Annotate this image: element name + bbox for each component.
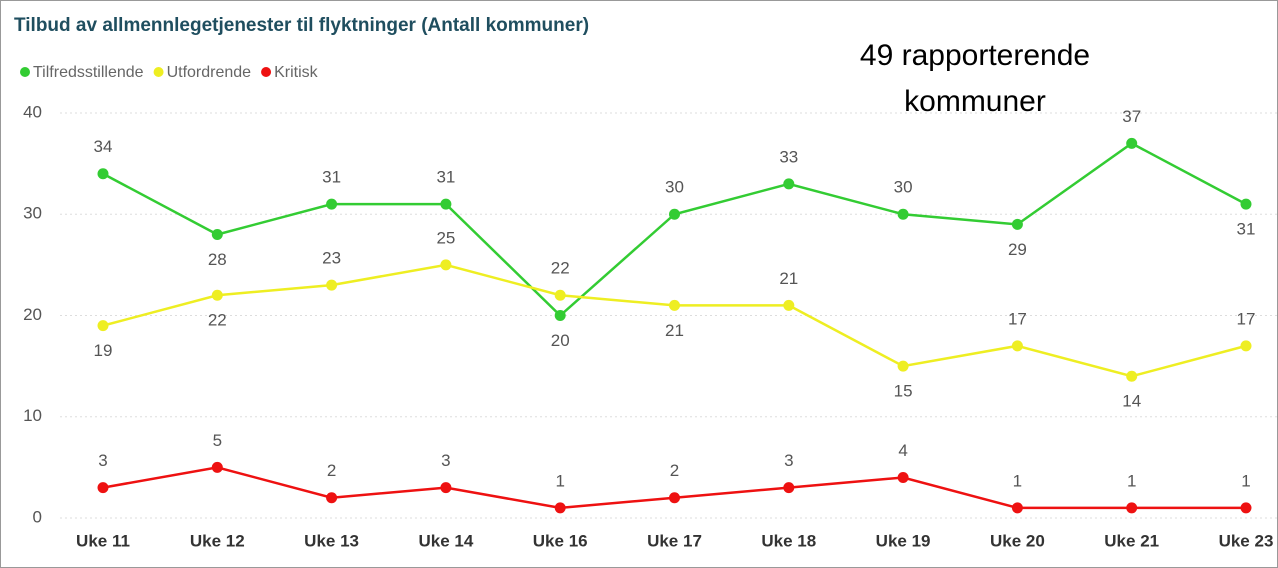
- data-label: 3: [98, 451, 107, 470]
- point: [669, 208, 680, 220]
- point: [440, 259, 452, 271]
- point: [554, 310, 566, 321]
- point: [1011, 340, 1023, 352]
- point: [1011, 218, 1023, 230]
- data-label: 37: [1122, 107, 1141, 126]
- point: [1126, 137, 1138, 149]
- point: [897, 208, 909, 220]
- data-label: 15: [894, 382, 913, 401]
- y-tick-label: 40: [23, 102, 42, 121]
- annotation: kommuner: [904, 85, 1046, 118]
- data-label: 19: [94, 341, 113, 360]
- data-label: 2: [327, 461, 336, 480]
- y-tick-label: 10: [23, 406, 42, 425]
- data-label: 25: [436, 228, 455, 247]
- point: [897, 360, 909, 372]
- point: [326, 279, 338, 291]
- x-tick-label: Uke 17: [647, 531, 702, 550]
- point: [211, 229, 223, 240]
- legend-swatch: [20, 67, 30, 77]
- data-label: 29: [1008, 240, 1027, 259]
- x-tick-label: Uke 11: [76, 531, 130, 550]
- point: [440, 198, 452, 210]
- point: [326, 492, 338, 504]
- legend-swatch: [261, 67, 272, 77]
- point: [97, 320, 109, 332]
- data-label: 3: [441, 451, 450, 470]
- data-label: 1: [555, 471, 564, 490]
- point: [1240, 198, 1252, 210]
- legend-label: Tilfredsstillende: [33, 64, 144, 81]
- data-label: 17: [1237, 309, 1256, 328]
- point: [783, 299, 795, 311]
- point: [1126, 502, 1138, 514]
- data-label: 31: [436, 168, 455, 187]
- legend-label: Utfordrende: [167, 64, 252, 81]
- x-tick-label: Uke 12: [190, 531, 245, 550]
- data-label: 2: [670, 461, 679, 480]
- x-tick-label: Uke 14: [418, 531, 473, 550]
- data-label: 4: [898, 441, 907, 460]
- point: [1240, 340, 1252, 352]
- data-label: 1: [1241, 471, 1250, 490]
- data-label: 23: [322, 249, 341, 268]
- y-tick-label: 0: [33, 507, 42, 526]
- data-label: 31: [322, 168, 341, 187]
- x-tick-label: Uke 19: [876, 531, 931, 550]
- data-label: 31: [1237, 220, 1256, 239]
- point: [669, 299, 680, 311]
- point: [326, 198, 338, 210]
- data-label: 3: [784, 451, 793, 470]
- data-label: 14: [1122, 392, 1141, 411]
- data-label: 17: [1008, 309, 1027, 328]
- point: [1240, 502, 1252, 514]
- data-label: 1: [1127, 471, 1136, 490]
- point: [669, 492, 680, 504]
- y-tick-label: 30: [23, 204, 42, 223]
- point: [554, 502, 566, 514]
- annotation: 49 rapporterende: [860, 39, 1090, 72]
- data-label: 21: [779, 269, 798, 288]
- y-tick-label: 20: [23, 305, 42, 324]
- x-tick-label: Uke 20: [990, 531, 1045, 550]
- point: [783, 178, 795, 190]
- data-label: 20: [551, 331, 570, 350]
- data-label: 22: [208, 311, 227, 330]
- data-label: 21: [665, 321, 684, 340]
- point: [1126, 370, 1138, 382]
- x-tick-label: Uke 18: [761, 531, 816, 550]
- point: [1011, 502, 1023, 514]
- data-label: 22: [551, 259, 570, 278]
- data-label: 34: [94, 137, 113, 156]
- data-label: 30: [894, 178, 913, 197]
- legend-label: Kritisk: [274, 64, 319, 81]
- point: [211, 289, 223, 301]
- data-label: 1: [1013, 471, 1022, 490]
- x-tick-label: Uke 23: [1219, 531, 1274, 550]
- data-label: 33: [779, 147, 798, 166]
- x-tick-label: Uke 21: [1104, 531, 1159, 550]
- data-label: 30: [665, 178, 684, 197]
- point: [783, 482, 795, 494]
- point: [97, 168, 109, 180]
- data-label: 28: [208, 250, 227, 269]
- point: [440, 482, 452, 494]
- data-label: 5: [213, 431, 222, 450]
- x-tick-label: Uke 16: [533, 531, 588, 550]
- point: [897, 472, 909, 483]
- chart-title: Tilbud av allmennlegetjenester til flykt…: [14, 15, 589, 36]
- point: [211, 461, 223, 473]
- point: [97, 482, 109, 494]
- point: [554, 289, 566, 301]
- x-tick-label: Uke 13: [304, 531, 359, 550]
- legend-swatch: [153, 67, 164, 77]
